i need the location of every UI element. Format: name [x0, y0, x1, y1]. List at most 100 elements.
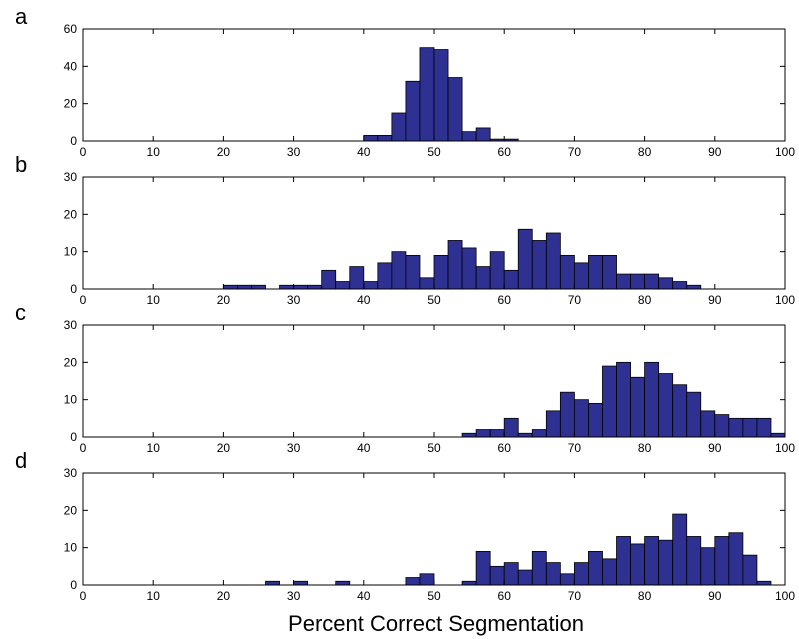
- histogram-bar: [574, 262, 589, 290]
- histogram-bar: [293, 284, 309, 290]
- x-tick-label: 80: [638, 145, 652, 159]
- y-tick-label: 60: [64, 22, 78, 36]
- histogram-bar: [630, 376, 645, 438]
- histogram-bar: [531, 240, 547, 290]
- x-tick-label: 90: [708, 293, 722, 307]
- histogram-bar: [237, 284, 252, 290]
- y-tick-label: 10: [64, 541, 78, 555]
- histogram-bar: [602, 254, 617, 290]
- y-tick-label: 0: [70, 578, 77, 592]
- histogram-bar: [489, 429, 505, 438]
- histogram-bar: [728, 417, 744, 438]
- x-tick-label: 10: [147, 145, 161, 159]
- histogram-bar: [658, 277, 674, 290]
- panel-letter: a: [15, 4, 28, 29]
- y-tick-label: 30: [64, 466, 78, 480]
- y-tick-label: 20: [64, 207, 78, 221]
- histogram-bar: [433, 49, 449, 142]
- histogram-bar: [742, 417, 758, 438]
- x-axis-label: Percent Correct Segmentation: [288, 611, 584, 636]
- y-tick-label: 20: [64, 97, 78, 111]
- histogram-bar: [644, 273, 660, 290]
- histogram-bar: [391, 251, 407, 290]
- x-tick-label: 100: [775, 293, 795, 307]
- histogram-bar: [349, 266, 365, 290]
- histogram-bar: [461, 432, 477, 438]
- histogram-bar: [686, 284, 702, 290]
- x-tick-label: 70: [568, 589, 582, 603]
- histogram-bar: [714, 536, 730, 586]
- x-tick-label: 50: [427, 589, 441, 603]
- x-tick-label: 100: [775, 441, 795, 455]
- histogram-bar: [293, 580, 309, 586]
- x-tick-label: 50: [427, 293, 441, 307]
- histogram-bar: [700, 410, 716, 438]
- histogram-bar: [461, 580, 477, 586]
- y-tick-label: 20: [64, 355, 78, 369]
- x-tick-label: 90: [708, 441, 722, 455]
- histogram-bar: [574, 562, 589, 586]
- x-tick-label: 40: [357, 145, 371, 159]
- histogram-bar: [489, 565, 505, 586]
- panel-letter: b: [15, 152, 27, 177]
- histogram-bar: [545, 232, 561, 290]
- histogram-bar: [447, 240, 463, 290]
- histogram-bar: [475, 127, 491, 142]
- histogram-bar: [770, 432, 786, 438]
- histogram-bar: [279, 284, 294, 290]
- histogram-bar: [545, 562, 561, 586]
- histogram-bar: [672, 384, 688, 438]
- histogram-bar: [588, 551, 603, 586]
- histogram-bar: [517, 569, 533, 586]
- histogram-bar: [742, 554, 758, 586]
- x-tick-label: 20: [217, 589, 231, 603]
- x-tick-label: 50: [427, 145, 441, 159]
- histogram-bar: [419, 47, 435, 142]
- x-tick-label: 0: [80, 589, 87, 603]
- x-tick-label: 100: [775, 145, 795, 159]
- x-tick-label: 30: [287, 589, 301, 603]
- x-tick-label: 60: [498, 441, 512, 455]
- y-tick-label: 0: [70, 134, 77, 148]
- x-tick-label: 40: [357, 293, 371, 307]
- histogram-bar: [503, 417, 519, 438]
- histogram-bar: [447, 77, 463, 142]
- histogram-bar: [363, 281, 379, 290]
- histogram-bar: [503, 269, 519, 290]
- histogram-bar: [517, 228, 533, 290]
- panel-b: b 0 10 20 30 40 50 60 70 80 90 100 0 10 20 30: [15, 152, 795, 307]
- histogram-bar: [531, 429, 547, 438]
- x-tick-label: 80: [638, 293, 652, 307]
- histogram-bar: [405, 254, 421, 290]
- histogram-bar: [475, 551, 491, 586]
- x-tick-label: 90: [708, 589, 722, 603]
- x-tick-label: 60: [498, 589, 512, 603]
- y-tick-label: 0: [70, 430, 77, 444]
- x-tick-label: 0: [80, 441, 87, 455]
- histogram-bar: [630, 543, 645, 586]
- x-tick-label: 60: [498, 293, 512, 307]
- histogram-bar: [222, 284, 238, 290]
- histogram-bar: [756, 417, 772, 438]
- histogram-bar: [517, 432, 533, 438]
- histogram-bar: [405, 80, 421, 142]
- histogram-bar: [251, 284, 266, 290]
- histogram-bar: [531, 551, 547, 586]
- histogram-bar: [588, 402, 603, 438]
- x-tick-label: 0: [80, 145, 87, 159]
- histogram-bar: [756, 580, 772, 586]
- histogram-bar: [475, 429, 491, 438]
- y-tick-label: 10: [64, 393, 78, 407]
- histogram-bar: [700, 547, 716, 586]
- histogram-bar: [559, 391, 575, 438]
- x-tick-label: 100: [775, 589, 795, 603]
- x-tick-label: 60: [498, 145, 512, 159]
- histogram-bar: [307, 284, 323, 290]
- histogram-bar: [658, 373, 674, 438]
- panel-letter: d: [15, 448, 27, 473]
- histogram-bar: [672, 513, 688, 586]
- histogram-bar: [391, 112, 407, 142]
- histogram-bar: [616, 273, 631, 290]
- x-tick-label: 20: [217, 441, 231, 455]
